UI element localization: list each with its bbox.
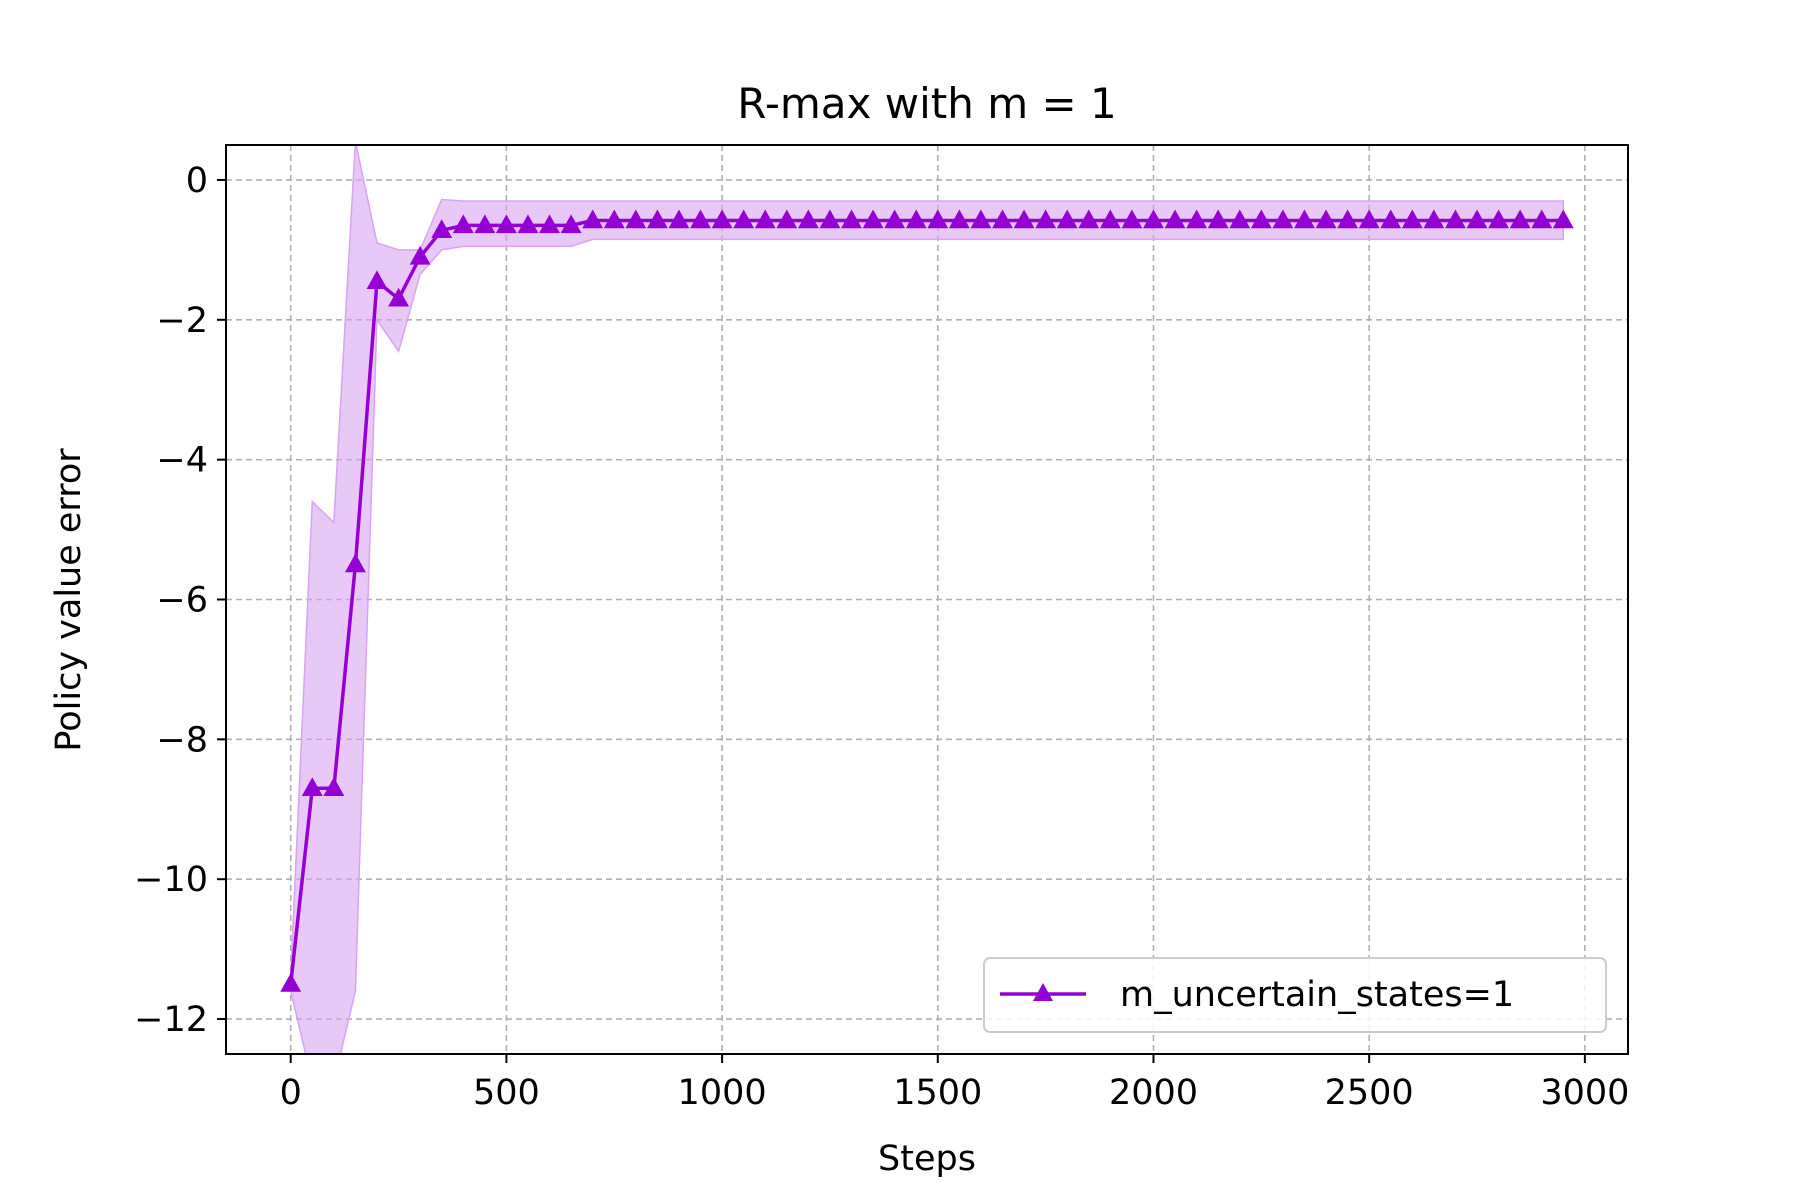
data-point-marker	[1272, 209, 1294, 229]
y-tick-label: −8	[156, 720, 208, 760]
chart-title: R-max with m = 1	[737, 79, 1116, 128]
data-point-marker	[927, 209, 949, 229]
data-point-marker	[560, 214, 582, 234]
data-point-marker	[1488, 209, 1510, 229]
data-point-marker	[603, 209, 625, 229]
data-point-marker	[1552, 209, 1574, 229]
x-tick-label: 3000	[1540, 1073, 1629, 1113]
data-point-marker	[344, 553, 366, 573]
data-point-marker	[1380, 209, 1402, 229]
x-tick-label: 1500	[893, 1073, 982, 1113]
data-point-marker	[948, 209, 970, 229]
data-point-marker	[1509, 209, 1531, 229]
data-point-marker	[733, 209, 755, 229]
y-tick-label: −4	[156, 441, 208, 481]
data-point-marker	[646, 209, 668, 229]
data-point-marker	[884, 209, 906, 229]
data-point-marker	[323, 777, 345, 796]
data-point-marker	[1013, 209, 1035, 229]
y-tick-label: −12	[134, 1000, 208, 1040]
data-point-marker	[517, 214, 539, 234]
data-point-marker	[1164, 209, 1186, 229]
confidence-band	[289, 145, 1565, 1054]
data-point-marker	[474, 214, 496, 234]
data-point-marker	[1466, 209, 1488, 229]
x-axis-label: Steps	[878, 1139, 976, 1179]
legend: m_uncertain_states=1	[983, 957, 1607, 1033]
data-point-marker	[366, 270, 388, 290]
data-point-marker	[1294, 209, 1315, 229]
data-point-marker	[1121, 209, 1143, 229]
data-point-marker	[452, 214, 474, 234]
legend-marker-icon	[1033, 983, 1053, 1001]
data-point-marker	[711, 209, 733, 229]
data-point-marker	[754, 209, 776, 229]
data-point-marker	[690, 209, 711, 229]
x-tick-label: 0	[280, 1073, 302, 1113]
data-point-marker	[539, 214, 560, 234]
data-point-marker	[625, 209, 647, 229]
data-point-marker	[1444, 209, 1466, 229]
data-point-marker	[841, 209, 862, 229]
grid	[226, 145, 1628, 1054]
data-point-marker	[776, 209, 798, 229]
data-point-marker	[1143, 209, 1164, 229]
data-point-marker	[1186, 209, 1208, 229]
data-point-marker	[1315, 209, 1337, 229]
data-point-marker	[862, 209, 884, 229]
data-point-marker	[1207, 209, 1229, 229]
x-tick-label: 2000	[1109, 1073, 1198, 1113]
data-point-marker	[1229, 209, 1251, 229]
x-tick-label: 2500	[1325, 1073, 1414, 1113]
data-point-marker	[582, 209, 604, 229]
data-point-marker	[1531, 209, 1553, 229]
data-point-marker	[819, 209, 841, 229]
legend-label: m_uncertain_states=1	[1120, 975, 1514, 1015]
axis-ticks: 0 500 1000 1500 2000 2500 3000 0 −2 −4 −6 −8 −10 −12	[134, 161, 1629, 1113]
data-point-marker	[1337, 209, 1359, 229]
data-point-marker	[1401, 209, 1423, 229]
data-point-marker	[388, 287, 410, 307]
data-point-marker	[280, 973, 302, 992]
data-point-marker	[668, 209, 690, 229]
data-point-marker	[905, 209, 927, 229]
y-tick-label: −6	[156, 581, 208, 621]
data-point-marker	[970, 209, 992, 229]
x-tick-label: 500	[473, 1073, 540, 1113]
data-point-marker	[1099, 209, 1121, 229]
data-point-marker	[1035, 209, 1057, 229]
data-point-marker	[301, 777, 323, 796]
x-tick-label: 1000	[678, 1073, 767, 1113]
y-tick-label: −2	[156, 301, 208, 341]
data-point-marker	[992, 209, 1013, 229]
y-tick-label: −10	[134, 860, 208, 900]
y-tick-label: 0	[186, 161, 208, 201]
data-point-marker	[797, 209, 819, 229]
data-point-marker	[495, 214, 517, 234]
plot-area	[280, 145, 1574, 1054]
data-point-marker	[1250, 209, 1272, 229]
data-point-marker	[1358, 209, 1380, 229]
data-point-marker	[1078, 209, 1100, 229]
data-point-marker	[1423, 209, 1445, 229]
series-line	[288, 218, 1564, 985]
data-point-marker	[409, 245, 431, 265]
legend-box	[983, 957, 1607, 1033]
data-point-marker	[431, 219, 453, 239]
y-axis-label: Policy value error	[49, 448, 89, 752]
data-point-marker	[1056, 209, 1078, 229]
